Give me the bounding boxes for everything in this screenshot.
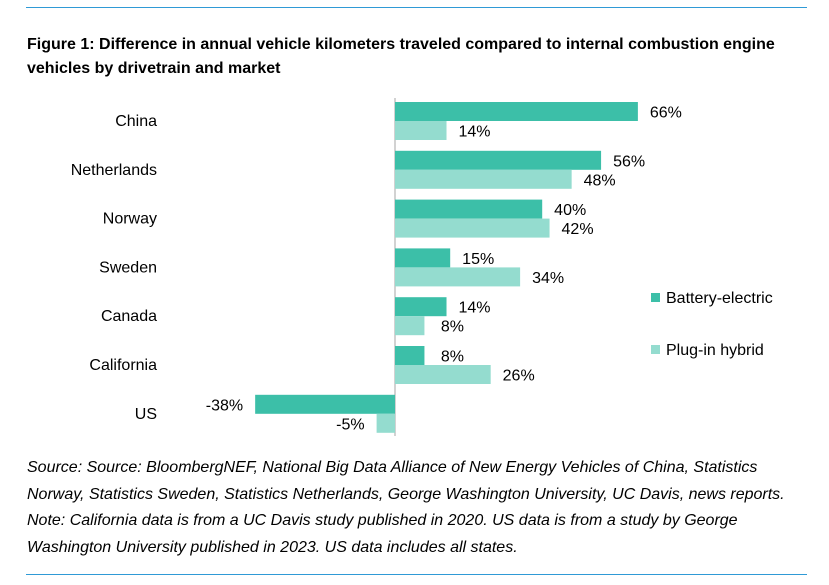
- category-label: Sweden: [99, 259, 157, 276]
- bar-battery-electric: [395, 248, 451, 268]
- bar-battery-electric: [395, 102, 638, 121]
- data-label: 8%: [441, 349, 464, 366]
- data-label: 48%: [584, 172, 616, 189]
- data-label: 42%: [562, 221, 594, 238]
- category-label: Canada: [101, 308, 157, 325]
- bars-group: [255, 102, 638, 433]
- data-label: 66%: [650, 105, 682, 122]
- bar-plug-in-hybrid: [395, 218, 550, 238]
- bar-battery-electric: [395, 199, 543, 219]
- bar-chart: China Netherlands Norway Sweden Canada Califo…: [71, 98, 773, 436]
- data-label: 8%: [441, 319, 464, 336]
- bar-battery-electric: [395, 346, 425, 365]
- data-label: -38%: [206, 397, 243, 414]
- bar-plug-in-hybrid: [395, 121, 447, 140]
- top-rule: [26, 7, 807, 8]
- category-label: Netherlands: [71, 162, 157, 179]
- data-label: 14%: [459, 124, 491, 141]
- category-labels: China Netherlands Norway Sweden Canada Califo…: [71, 113, 157, 423]
- category-label: US: [135, 406, 157, 423]
- bottom-rule: [26, 574, 807, 575]
- source-note: Source: Source: BloombergNEF, National B…: [27, 459, 785, 556]
- bar-plug-in-hybrid: [376, 413, 395, 433]
- bar-plug-in-hybrid: [395, 267, 521, 287]
- data-label: 40%: [554, 202, 586, 219]
- legend-swatch-battery-electric: [651, 293, 660, 302]
- data-label: 14%: [459, 300, 491, 317]
- category-label: California: [89, 357, 157, 374]
- category-label: Norway: [103, 211, 157, 228]
- data-label: 26%: [503, 368, 535, 385]
- bar-battery-electric: [255, 394, 395, 414]
- bar-plug-in-hybrid: [395, 169, 572, 189]
- value-labels: 66% 14% 56% 48% 40% 42% 15% 34% 14% 8% 8% 26% -38% -5…: [206, 105, 682, 434]
- data-label: 56%: [613, 153, 645, 170]
- chart-title: Figure 1: Difference in annual vehicle k…: [27, 36, 775, 77]
- category-label: China: [115, 113, 157, 130]
- bar-plug-in-hybrid: [395, 316, 425, 336]
- legend-label: Battery-electric: [666, 290, 773, 307]
- data-label: 34%: [532, 270, 564, 287]
- legend-label: Plug-in hybrid: [666, 342, 764, 359]
- bar-battery-electric: [395, 297, 447, 317]
- legend: Battery-electric Plug-in hybrid: [651, 290, 773, 359]
- legend-swatch-plug-in-hybrid: [651, 345, 660, 354]
- data-label: 15%: [462, 251, 494, 268]
- data-label: -5%: [336, 416, 364, 433]
- bar-battery-electric: [395, 150, 602, 170]
- bar-plug-in-hybrid: [395, 365, 491, 384]
